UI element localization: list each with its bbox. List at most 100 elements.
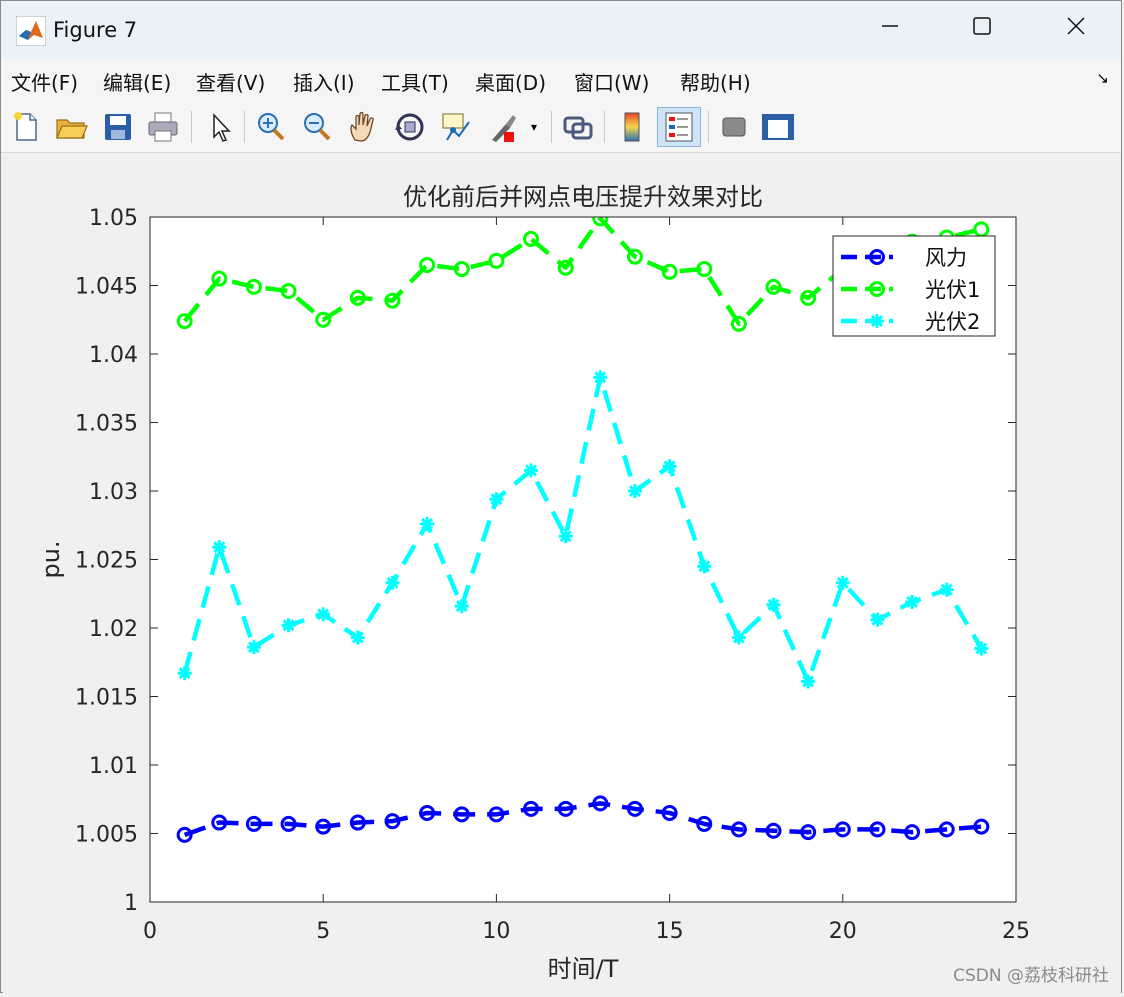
menu-help[interactable]: 帮助(H)	[680, 71, 751, 95]
data-point	[315, 311, 332, 328]
y-tick-label: 1.005	[75, 823, 138, 848]
open-file-icon[interactable]	[54, 110, 88, 144]
maximize-button[interactable]	[959, 9, 1005, 51]
brush-icon[interactable]	[486, 110, 520, 144]
data-point	[626, 248, 643, 265]
data-point	[316, 607, 331, 622]
legend-box	[832, 235, 996, 337]
data-point	[869, 821, 886, 838]
data-point	[973, 818, 990, 835]
star-stroke	[871, 613, 884, 626]
brush-dropdown-icon[interactable]: ▾	[530, 120, 538, 134]
menu-bar: 文件(F) 编辑(E) 查看(V) 插入(I) 工具(T) 桌面(D) 窗口(W…	[1, 59, 1121, 101]
data-point	[349, 289, 366, 306]
minimize-icon	[882, 25, 898, 27]
data-point	[489, 492, 504, 507]
data-point	[869, 281, 885, 297]
legend-button[interactable]	[657, 107, 701, 147]
axes-box	[149, 216, 1017, 903]
figure-canvas: 0 5 10 15 20 25 1 1.005 1.01 1.015 1.02 1.025 1.03 1.…	[3, 153, 1121, 993]
figure-toolbar: ▾	[1, 101, 1121, 153]
hide-plot-tools-icon[interactable]	[717, 110, 751, 144]
data-point	[696, 815, 713, 832]
data-point	[557, 259, 574, 276]
data-point	[211, 270, 228, 287]
star-stroke	[836, 576, 849, 589]
data-point	[905, 594, 920, 609]
data-point	[419, 804, 436, 821]
data-point	[523, 800, 540, 817]
star-stroke	[628, 485, 641, 497]
legend-label: 光伏2	[925, 310, 980, 334]
data-point	[696, 261, 713, 278]
data-point	[730, 315, 747, 332]
data-point	[662, 459, 677, 474]
y-tick-label: 1.02	[89, 617, 138, 642]
zoom-out-icon[interactable]	[300, 110, 334, 144]
data-point	[246, 640, 261, 655]
print-figure-icon[interactable]	[146, 110, 180, 144]
colorbar-icon[interactable]	[615, 110, 649, 144]
data-point	[904, 824, 921, 841]
link-plot-icon[interactable]	[561, 110, 595, 144]
data-point	[524, 463, 539, 478]
toolbar-separator	[244, 111, 245, 143]
series-line-3	[182, 375, 984, 684]
star-stroke	[732, 631, 745, 644]
chart-title: 优化前后并网点电压提升效果对比	[403, 183, 763, 211]
x-tick-label: 0	[143, 919, 157, 944]
legend-icon	[665, 112, 693, 142]
star-stroke	[455, 600, 468, 613]
pointer-arrow-icon[interactable]	[204, 110, 238, 144]
data-cursor-icon[interactable]	[439, 110, 473, 144]
save-figure-icon[interactable]	[101, 110, 135, 144]
close-button[interactable]	[1053, 9, 1099, 51]
star-stroke	[871, 315, 883, 327]
legend-label: 风力	[925, 246, 967, 270]
title-bar[interactable]: Figure 7	[1, 1, 1121, 59]
data-point	[870, 612, 885, 627]
data-point	[176, 826, 193, 843]
data-point	[834, 821, 851, 838]
x-tick-label: 5	[316, 919, 330, 944]
star-stroke	[906, 596, 919, 608]
data-point	[938, 821, 955, 838]
matlab-logo-icon	[16, 16, 46, 46]
pan-hand-icon[interactable]	[346, 110, 380, 144]
data-point	[212, 540, 227, 555]
star-stroke	[594, 371, 607, 384]
menu-view[interactable]: 查看(V)	[196, 71, 266, 95]
data-point	[661, 263, 678, 280]
menu-window[interactable]: 窗口(W)	[574, 71, 650, 95]
zoom-in-icon[interactable]	[254, 110, 288, 144]
data-point	[488, 806, 505, 823]
data-point	[281, 618, 296, 633]
rotate-3d-icon[interactable]	[393, 110, 427, 144]
menu-tools[interactable]: 工具(T)	[381, 71, 449, 95]
menu-edit[interactable]: 编辑(E)	[103, 71, 172, 95]
y-tick-label: 1.04	[89, 343, 138, 368]
data-point	[385, 575, 400, 590]
data-point	[453, 806, 470, 823]
chart-svg[interactable]: 0 5 10 15 20 25 1 1.005 1.01 1.015 1.02 1.025 1.03 1.…	[3, 153, 1121, 993]
minimize-button[interactable]	[867, 9, 913, 51]
data-point	[870, 314, 884, 328]
new-figure-icon[interactable]	[9, 110, 43, 144]
maximize-icon	[973, 17, 991, 35]
data-point	[730, 821, 747, 838]
menu-desktop[interactable]: 桌面(D)	[475, 71, 547, 95]
plot-area	[176, 217, 990, 843]
menu-file[interactable]: 文件(F)	[11, 71, 79, 95]
menu-insert[interactable]: 插入(I)	[293, 71, 355, 95]
y-tick-label: 1.015	[75, 686, 138, 711]
x-tick-label: 25	[1002, 919, 1030, 944]
star-stroke	[247, 641, 260, 654]
data-point	[453, 261, 470, 278]
dock-arrow-icon[interactable]: ↘	[1096, 69, 1109, 87]
star-stroke	[351, 631, 364, 644]
data-point	[974, 641, 989, 656]
show-plot-tools-icon[interactable]	[761, 110, 795, 144]
toolbar-separator	[708, 111, 709, 143]
star-stroke	[559, 530, 572, 543]
